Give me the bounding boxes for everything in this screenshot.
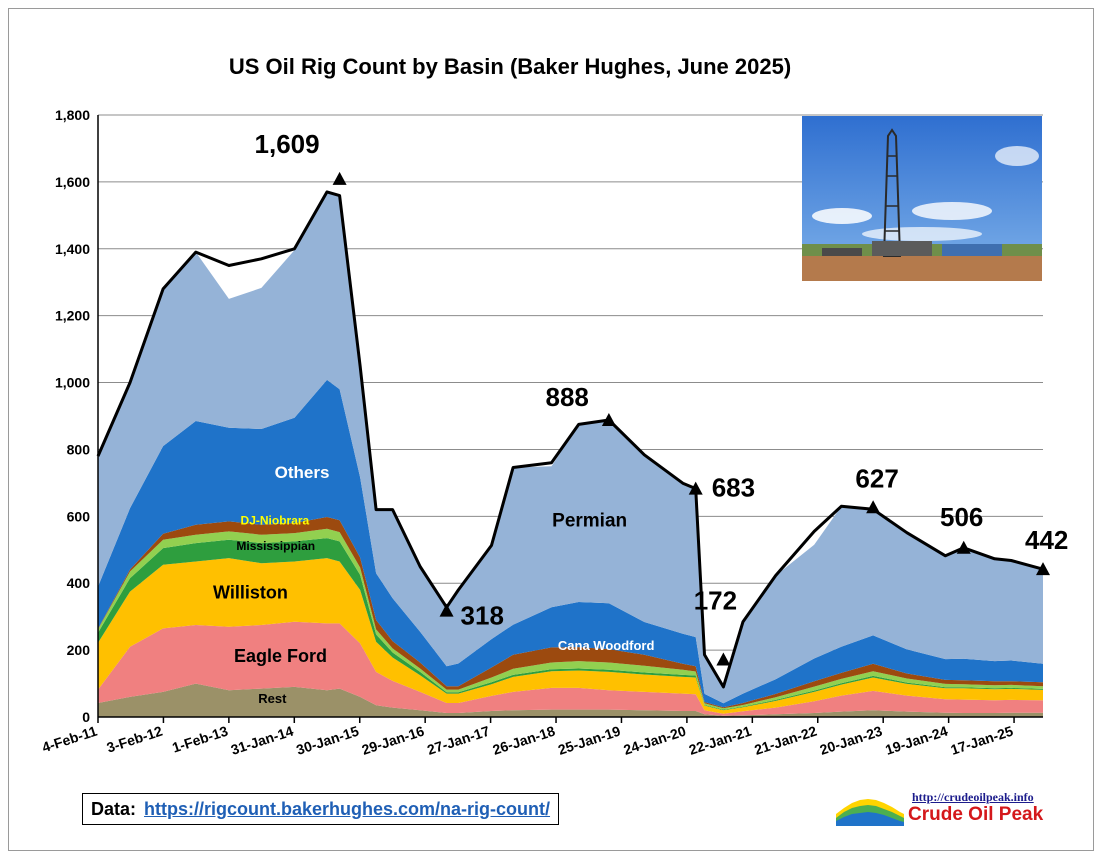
series-label-cana-woodford: Cana Woodford: [558, 638, 655, 653]
annotation-marker: [601, 413, 616, 427]
annotation-label: 318: [461, 601, 504, 631]
brand-name: Crude Oil Peak: [908, 804, 1044, 825]
annotation-label: 442: [1025, 525, 1068, 555]
x-tick-label: 17-Jan-25: [949, 723, 1016, 758]
x-tick-label: 4-Feb-11: [40, 723, 99, 756]
area-others: [98, 379, 1043, 708]
crude-oil-peak-logo-icon: [836, 799, 904, 826]
y-tick-label: 200: [67, 642, 91, 658]
brand-url[interactable]: http://crudeoilpeak.info: [912, 790, 1034, 804]
annotation-label: 506: [940, 502, 983, 532]
area-rest: [98, 683, 1043, 717]
series-label-williston: Williston: [213, 582, 288, 602]
series-label-mississippian: Mississippian: [236, 539, 315, 553]
series-label-permian: Permian: [552, 510, 627, 531]
y-tick-label: 1,800: [55, 107, 90, 123]
annotation-marker: [1036, 562, 1050, 576]
y-tick-label: 1,600: [55, 174, 90, 190]
annotation-label: 683: [712, 473, 755, 503]
series-label-rest: Rest: [258, 691, 287, 706]
x-tick-label: 25-Jan-19: [556, 723, 623, 758]
drilling-rig-photo: [802, 116, 1042, 281]
x-tick-label: 31-Jan-14: [229, 723, 296, 758]
area-eagle-ford: [98, 621, 1043, 716]
brand-block: http://crudeoilpeak.info Crude Oil Peak: [836, 790, 1056, 830]
area-permian: [98, 191, 1043, 704]
y-tick-label: 0: [82, 709, 90, 725]
annotation-marker: [332, 171, 347, 185]
x-tick-label: 29-Jan-16: [360, 723, 427, 758]
source-link[interactable]: https://rigcount.bakerhughes.com/na-rig-…: [144, 798, 551, 819]
x-tick-label: 22-Jan-21: [687, 723, 754, 758]
y-tick-label: 400: [67, 575, 91, 591]
y-tick-label: 1,000: [55, 375, 90, 391]
series-label-eagle-ford: Eagle Ford: [234, 646, 327, 666]
chart-title: US Oil Rig Count by Basin (Baker Hughes,…: [229, 54, 791, 79]
x-tick-label: 26-Jan-18: [491, 723, 558, 758]
x-tick-label: 30-Jan-15: [294, 723, 361, 758]
x-tick-label: 20-Jan-23: [818, 723, 885, 758]
series-label-others: Others: [275, 463, 330, 482]
x-tick-label: 21-Jan-22: [752, 723, 819, 758]
annotation-marker: [956, 540, 971, 554]
y-tick-label: 600: [67, 508, 91, 524]
source-label: Data:: [91, 798, 137, 819]
series-label-dj-niobrara: DJ-Niobrara: [241, 514, 310, 528]
annotation-label: 888: [545, 382, 588, 412]
area-mississippian: [98, 538, 1043, 711]
annotation-marker: [716, 652, 731, 666]
x-tick-label: 3-Feb-12: [105, 723, 165, 756]
annotation-label: 1,609: [255, 129, 320, 159]
annotation-label: 627: [855, 463, 898, 493]
chart-frame: [8, 8, 1094, 851]
x-tick-label: 1-Feb-13: [170, 723, 230, 756]
y-tick-label: 800: [67, 441, 91, 457]
y-tick-label: 1,400: [55, 241, 90, 257]
annotation-marker: [688, 481, 703, 495]
data-source-box: Data: https://rigcount.bakerhughes.com/n…: [82, 793, 560, 825]
x-tick-label: 27-Jan-17: [425, 723, 492, 758]
annotation-label: 172: [694, 585, 737, 615]
annotation-marker: [866, 500, 881, 514]
annotation-marker: [439, 603, 454, 617]
x-tick-label: 19-Jan-24: [883, 723, 950, 758]
y-tick-label: 1,200: [55, 308, 90, 324]
area-williston: [98, 558, 1043, 714]
x-tick-label: 24-Jan-20: [621, 723, 688, 758]
